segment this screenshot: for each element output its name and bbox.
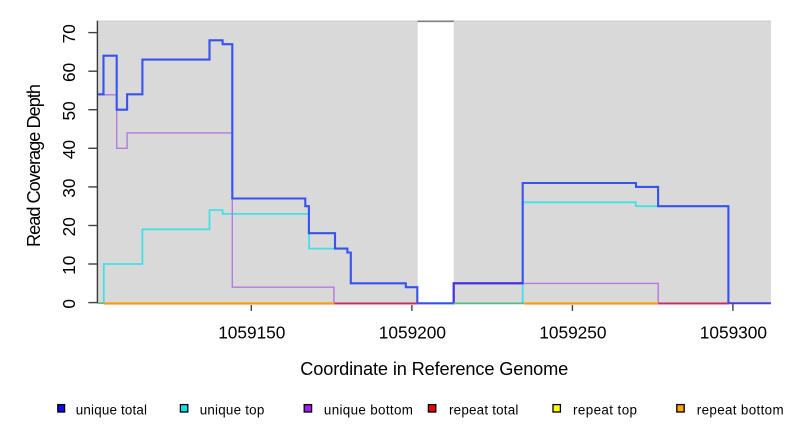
- svg-text:1059150: 1059150: [218, 322, 285, 342]
- svg-text:Coordinate in Reference Genome: Coordinate in Reference Genome: [300, 359, 568, 379]
- svg-text:1059200: 1059200: [379, 322, 446, 342]
- svg-text:1059250: 1059250: [539, 322, 606, 342]
- svg-text:repeat bottom: repeat bottom: [697, 403, 784, 418]
- svg-text:Read Coverage Depth: Read Coverage Depth: [24, 84, 44, 247]
- svg-text:40: 40: [59, 140, 79, 159]
- svg-text:unique top: unique top: [200, 403, 265, 418]
- svg-text:70: 70: [59, 24, 79, 43]
- svg-text:20: 20: [59, 217, 79, 236]
- svg-text:10: 10: [59, 256, 79, 275]
- svg-text:repeat top: repeat top: [573, 403, 637, 418]
- svg-text:1059300: 1059300: [700, 322, 767, 342]
- svg-text:unique total: unique total: [76, 403, 147, 418]
- svg-text:30: 30: [59, 178, 79, 197]
- svg-text:50: 50: [59, 101, 79, 120]
- svg-text:60: 60: [59, 63, 79, 82]
- svg-text:repeat total: repeat total: [449, 403, 518, 418]
- svg-text:0: 0: [59, 299, 79, 309]
- svg-text:unique bottom: unique bottom: [324, 403, 413, 418]
